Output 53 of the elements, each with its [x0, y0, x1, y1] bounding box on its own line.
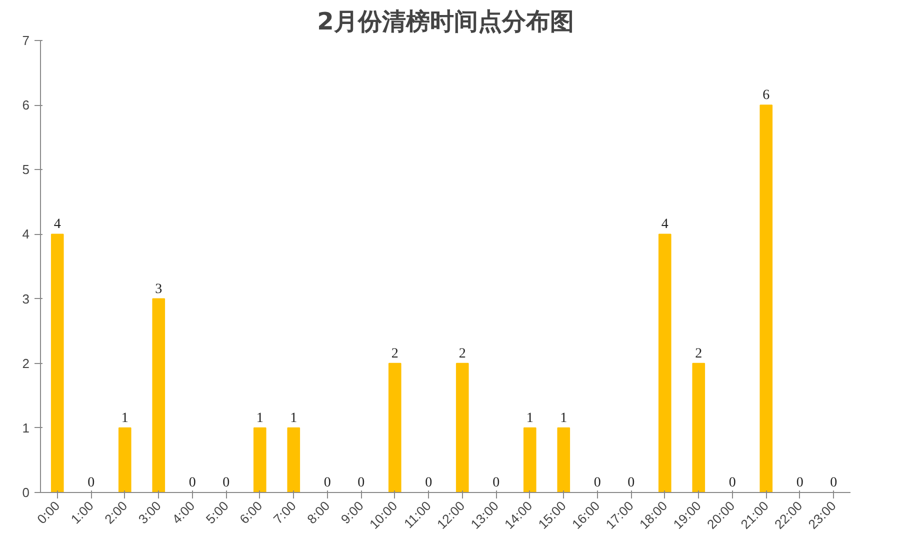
y-tick-label: 6: [22, 98, 30, 113]
y-tick-label: 4: [22, 226, 30, 242]
bar: [692, 362, 706, 492]
data-label: 4: [661, 217, 668, 232]
data-label: 0: [358, 476, 365, 490]
x-tick-label: 3:00: [135, 498, 164, 527]
data-label: 6: [762, 88, 770, 104]
bar: [658, 234, 672, 492]
bar: [523, 427, 536, 492]
bar: [287, 427, 300, 492]
bar: [456, 362, 469, 492]
x-tick-label: 7:00: [270, 498, 299, 527]
data-label: 1: [290, 410, 298, 426]
x-tick-label: 6:00: [236, 498, 266, 527]
data-label: 1: [256, 410, 264, 426]
data-label: 0: [796, 476, 804, 490]
data-label: 0: [492, 476, 500, 490]
data-label: 1: [526, 410, 534, 426]
bar: [760, 104, 773, 492]
data-label: 0: [425, 476, 432, 490]
x-tick-label: 9:00: [338, 498, 366, 527]
x-tick-label: 0:00: [34, 498, 63, 527]
data-label: 0: [628, 476, 635, 490]
y-tick-label: 0: [22, 485, 30, 500]
y-tick-label: 3: [22, 291, 30, 306]
data-label: 0: [324, 476, 331, 490]
data-label: 4: [54, 217, 61, 232]
y-tick-label: 5: [22, 162, 30, 178]
data-label: 3: [155, 282, 162, 297]
data-label: 2: [458, 346, 466, 362]
x-tick-label: 5:00: [202, 498, 232, 527]
chart-title: 2月份清榜时间点分布图: [317, 8, 574, 36]
bar: [50, 234, 64, 492]
data-label: 0: [188, 476, 196, 490]
data-label: 0: [222, 476, 230, 490]
data-label: 1: [121, 410, 128, 426]
data-label: 0: [830, 476, 838, 490]
y-tick-label: 2: [22, 356, 30, 371]
x-tick-label: 8:00: [304, 498, 333, 527]
data-label: 0: [728, 476, 736, 490]
data-label: 2: [391, 346, 398, 362]
y-tick-label: 1: [22, 420, 30, 436]
data-label: 0: [88, 476, 95, 490]
data-label: 1: [560, 410, 568, 426]
data-label: 2: [695, 346, 702, 362]
bar: [388, 362, 402, 492]
data-label: 0: [594, 476, 601, 490]
bar: [253, 427, 266, 492]
bar: [118, 427, 132, 492]
y-tick-label: 7: [22, 33, 30, 48]
bar: [152, 298, 166, 492]
x-tick-label: 4:00: [169, 498, 198, 527]
bar: [557, 427, 570, 492]
